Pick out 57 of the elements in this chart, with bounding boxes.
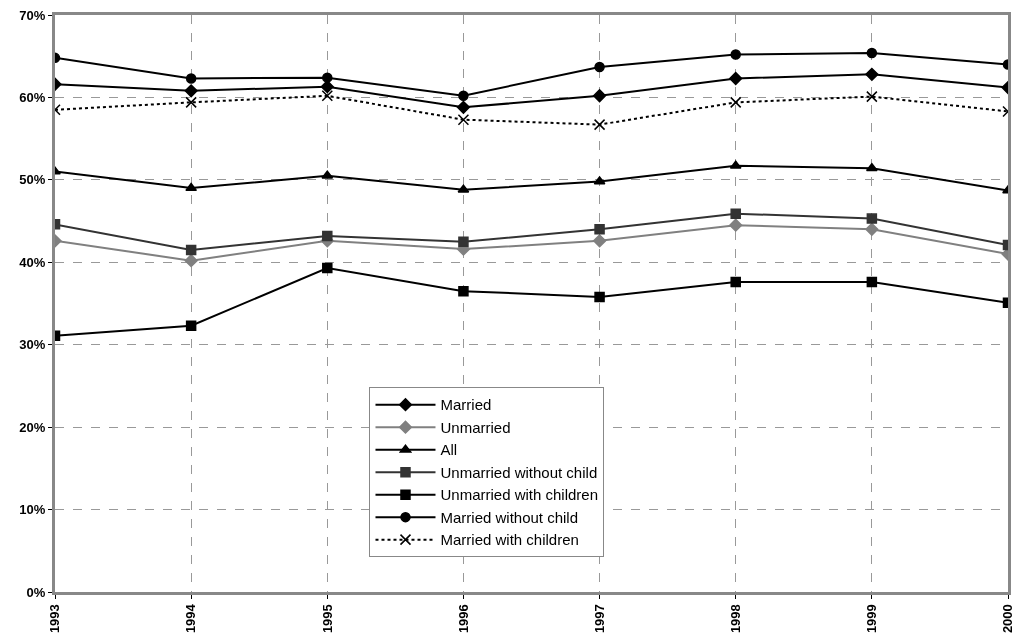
point <box>729 218 743 232</box>
point <box>592 89 607 103</box>
point <box>865 67 879 81</box>
point <box>184 84 198 98</box>
y-tick-label: 20% <box>19 419 46 435</box>
point <box>730 49 741 60</box>
point <box>185 244 197 256</box>
point <box>185 96 197 109</box>
x-tick-label: 2000 <box>1000 604 1016 634</box>
point <box>594 224 605 235</box>
y-tick-label: 50% <box>19 172 46 188</box>
point <box>729 96 742 109</box>
x-tick-label: 1999 <box>864 604 880 634</box>
x-tick-label: 1993 <box>47 604 63 634</box>
point <box>322 262 333 274</box>
point <box>322 230 333 242</box>
legend-label: Married without child <box>440 508 579 526</box>
point <box>458 236 469 247</box>
point <box>593 118 606 131</box>
point <box>185 182 198 192</box>
legend-label: All <box>440 441 458 459</box>
x-tick-label: 1995 <box>319 604 335 634</box>
y-tick-label: 10% <box>19 502 46 518</box>
legend-label: Married with children <box>440 531 579 549</box>
point <box>594 291 605 303</box>
point <box>457 113 470 126</box>
point <box>729 71 743 86</box>
point <box>322 72 333 83</box>
point <box>185 73 197 84</box>
legend-label: Unmarried with children <box>440 486 599 504</box>
point <box>866 47 878 59</box>
point <box>865 222 879 236</box>
point <box>456 100 471 114</box>
point <box>592 234 607 248</box>
legend-label: Married <box>440 396 492 414</box>
x-tick-label: 1997 <box>591 604 607 634</box>
y-tick-label: 30% <box>19 337 46 353</box>
point <box>458 285 469 297</box>
legend-label: Unmarried <box>440 418 511 436</box>
x-tick-label: 1994 <box>183 603 199 634</box>
point <box>730 208 741 219</box>
point <box>185 320 197 332</box>
point <box>866 213 878 224</box>
point <box>866 276 878 288</box>
y-tick-label: 60% <box>19 89 46 105</box>
point <box>866 90 878 103</box>
point <box>458 90 469 102</box>
point <box>184 254 198 268</box>
legend-label: Unmarried without child <box>440 463 598 481</box>
x-tick-label: 1996 <box>455 604 471 634</box>
point <box>730 276 741 288</box>
x-tick-label: 1998 <box>727 604 743 634</box>
y-tick-label: 70% <box>19 7 46 23</box>
point <box>321 90 334 102</box>
y-tick-label: 0% <box>26 584 46 600</box>
y-tick-label: 40% <box>19 254 46 270</box>
point <box>594 61 605 73</box>
